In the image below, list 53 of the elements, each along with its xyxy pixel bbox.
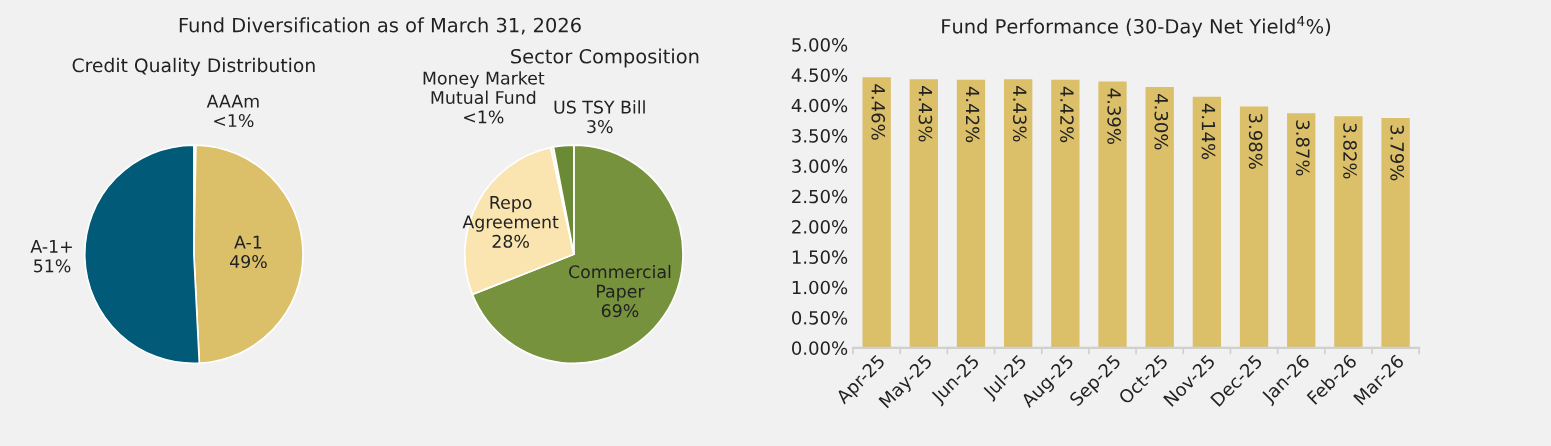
data-label: 69% [601,304,639,318]
bar [1051,79,1080,348]
chart-subtitle: Credit Quality Distribution [72,57,315,76]
text: Fund Diversification as of March 31, 2026 [179,17,581,35]
data-label: 3.82% [1343,123,1357,179]
data-label: 4.42% [965,86,980,143]
chart-title: Sector Composition [511,48,699,68]
y-tick-label: 3.50% [792,129,848,143]
y-tick-label: 4.50% [791,68,848,83]
data-label: <1% [464,110,504,124]
y-tick-label: 2.50% [792,189,848,204]
slice-label: Repo Agreement [462,196,559,232]
y-tick-label: 4.00% [791,98,848,113]
data-label: 4.30% [1154,94,1169,150]
bar [909,79,938,348]
y-tick-label: 0.50% [792,311,848,325]
bar [1098,81,1127,348]
bar [1004,79,1033,348]
chart-title: Fund Performance (30-Day Net Yield$^{4}$%) [942,15,1331,38]
slice-label: AAAm [206,94,259,108]
data-label: 49% [230,254,267,269]
slice-label: A-1+ [30,240,72,253]
y-tick-label: 0.00% [792,341,848,355]
data-label: 3% [587,120,613,134]
data-label: 4.39% [1107,88,1121,145]
data-label: <1% [214,113,254,128]
bar [1239,106,1269,348]
y-tick-label: 2.00% [792,220,848,234]
slice-label: Money Market Mutual Fund [423,71,545,105]
data-label: 3.87% [1295,120,1310,176]
bar [1334,116,1363,348]
data-label: 28% [492,234,529,248]
y-tick-label: 5.00% [792,38,848,52]
data-label: 51% [34,259,71,273]
data-label: 3.79% [1390,125,1404,181]
y-tick-label: 3.00% [792,159,848,174]
bar [1381,117,1410,348]
data-label: 4.43% [1012,86,1027,142]
data-label: 4.42% [1060,86,1074,143]
bar [862,77,891,348]
data-label: 3.98% [1248,113,1263,169]
y-tick-label: 1.00% [792,280,848,295]
bar [1192,96,1222,348]
slice-label: A-1 [234,235,262,249]
bar [1145,87,1174,348]
data-label: 4.46% [871,84,886,140]
bar [1287,113,1316,348]
slice-label: Commercial Paper [569,264,671,302]
y-tick-label: 1.50% [792,250,848,265]
data-label: 4.14% [1201,103,1216,160]
bar [956,79,986,348]
slice-label: US TSY Bill [554,100,645,114]
data-label: 4.43% [918,86,933,142]
